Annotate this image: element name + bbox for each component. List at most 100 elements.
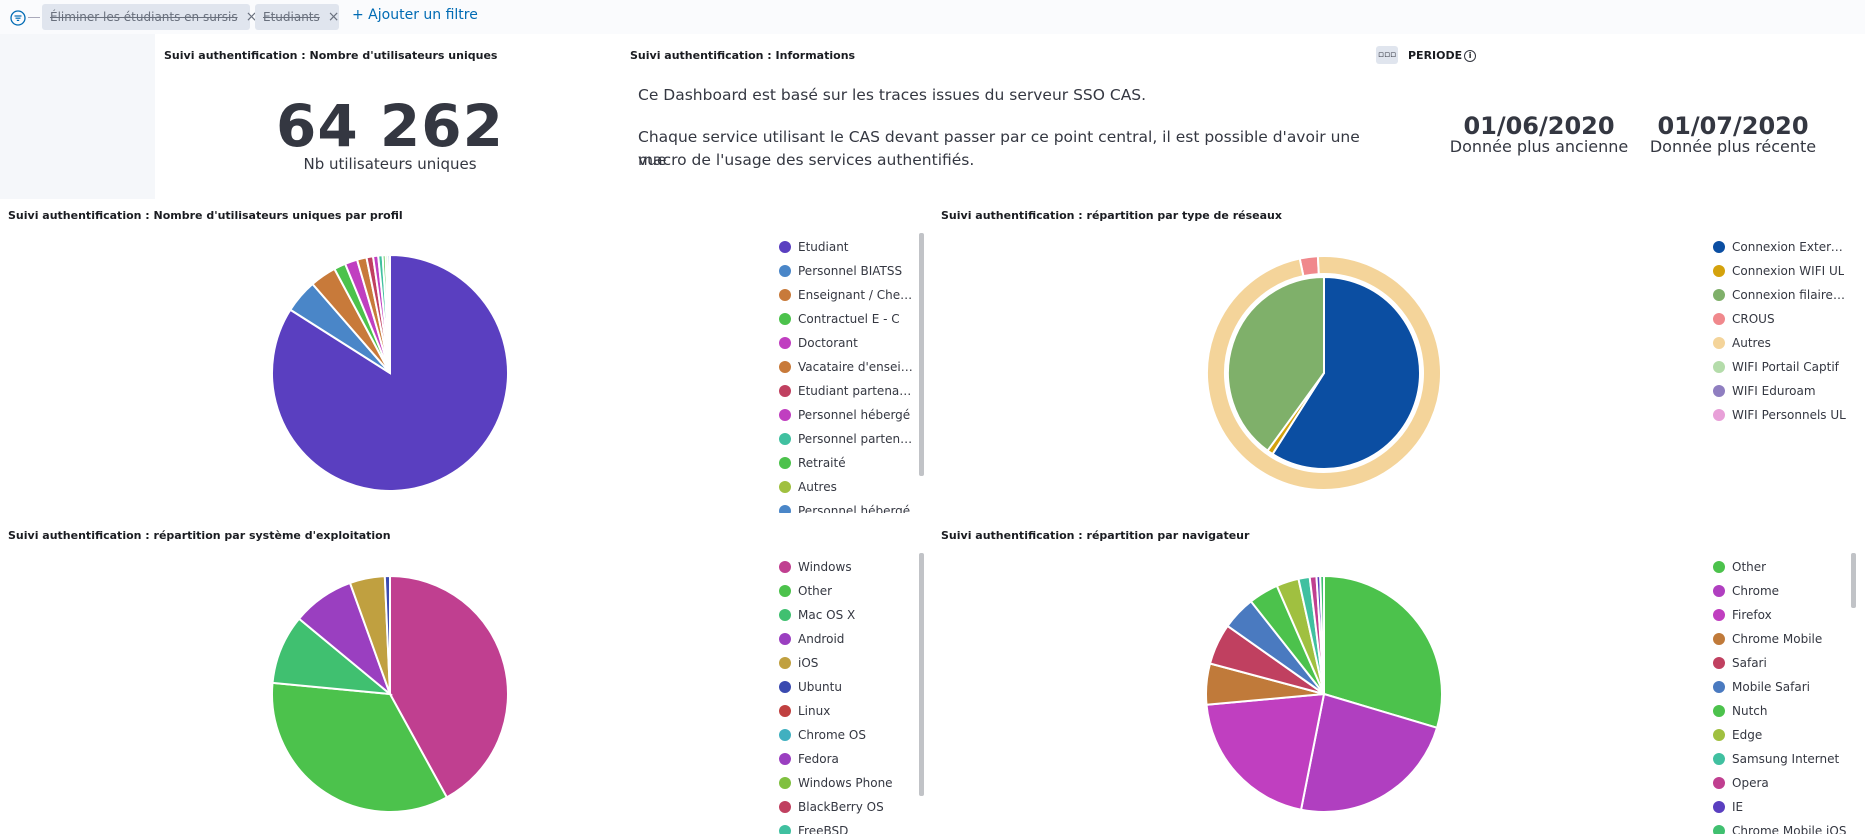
legend-item[interactable]: Personnel partenaire: [779, 431, 914, 447]
legend-item[interactable]: Fedora: [779, 751, 839, 767]
legend-color-dot: [779, 705, 791, 717]
legend-label: Doctorant: [798, 336, 858, 350]
legend-item[interactable]: Contractuel E - C: [779, 311, 900, 327]
legend-label: iOS: [798, 656, 819, 670]
legend-item[interactable]: Windows Phone: [779, 775, 893, 791]
legend-item[interactable]: WIFI Eduroam: [1713, 383, 1816, 399]
legend-label: Connexion Externe ...: [1732, 240, 1848, 254]
legend-item[interactable]: Connexion Externe ...: [1713, 239, 1848, 255]
pie-nav-slice[interactable]: [1323, 574, 1443, 730]
pie-nav-slice[interactable]: [1299, 692, 1439, 813]
legend-item[interactable]: Firefox: [1713, 607, 1772, 623]
add-filter-link[interactable]: + Ajouter un filtre: [352, 7, 478, 23]
legend-color-dot: [1713, 633, 1725, 645]
legend-item[interactable]: Windows: [779, 559, 852, 575]
pie-reseaux-slice[interactable]: [1227, 275, 1325, 453]
legend-label: Connexion filaire UL: [1732, 288, 1848, 302]
info-text-line3: macro de l'usage des services authentifi…: [638, 151, 975, 169]
legend-item[interactable]: WIFI Personnels UL: [1713, 407, 1846, 423]
info-icon[interactable]: i: [1464, 50, 1477, 62]
legend-label: Nutch: [1732, 704, 1768, 718]
info-text-line1: Ce Dashboard est basé sur les traces iss…: [638, 86, 1147, 104]
legend-item[interactable]: BlackBerry OS: [779, 799, 884, 815]
filter-pill-label: Éliminer les étudiants en sursis: [50, 10, 238, 24]
legend-label: Autres: [798, 480, 837, 494]
legend-color-dot: [779, 481, 791, 493]
legend-item[interactable]: Opera: [1713, 775, 1769, 791]
legend-item[interactable]: Chrome OS: [779, 727, 866, 743]
panel-options-button[interactable]: ▫▫▫: [1376, 46, 1398, 64]
legend-color-dot: [779, 505, 791, 513]
legend-item[interactable]: WIFI Portail Captif: [1713, 359, 1839, 375]
legend-label: Mac OS X: [798, 608, 856, 622]
pie-os-slice[interactable]: [271, 681, 449, 813]
close-icon[interactable]: ×: [327, 9, 340, 25]
legend-color-dot: [779, 609, 791, 621]
filter-divider: [28, 17, 40, 18]
pie-reseaux-slice[interactable]: [1271, 275, 1421, 470]
legend-item[interactable]: Etudiant partenaire: [779, 383, 914, 399]
legend-item[interactable]: Nutch: [1713, 703, 1768, 719]
legend-color-dot: [779, 313, 791, 325]
filter-menu-icon[interactable]: [10, 10, 26, 26]
legend-item[interactable]: Enseignant / Cherc...: [779, 287, 914, 303]
legend-item[interactable]: Chrome Mobile iOS: [1713, 823, 1846, 834]
legend-item[interactable]: Android: [779, 631, 844, 647]
legend-item[interactable]: Personnel hébergé: [779, 407, 910, 423]
legend-item[interactable]: Samsung Internet: [1713, 751, 1839, 767]
legend-item[interactable]: Linux: [779, 703, 830, 719]
legend-item[interactable]: Connexion filaire UL: [1713, 287, 1848, 303]
legend-item[interactable]: Ubuntu: [779, 679, 842, 695]
legend-item[interactable]: CROUS: [1713, 311, 1775, 327]
legend-item[interactable]: Etudiant: [779, 239, 849, 255]
legend-item[interactable]: Personnel hébergé: [779, 503, 910, 513]
legend-item[interactable]: Safari: [1713, 655, 1767, 671]
legend-color-dot: [779, 681, 791, 693]
legend-label: Windows: [798, 560, 852, 574]
legend-item[interactable]: Mobile Safari: [1713, 679, 1810, 695]
legend-item[interactable]: Other: [1713, 559, 1766, 575]
legend-item[interactable]: Doctorant: [779, 335, 858, 351]
filter-pill-sursis[interactable]: Éliminer les étudiants en sursis ×: [42, 4, 257, 30]
legend-scrollbar[interactable]: [919, 553, 924, 796]
filter-pill-etudiants[interactable]: Etudiants ×: [255, 4, 340, 30]
legend-item[interactable]: Chrome: [1713, 583, 1779, 599]
legend-color-dot: [779, 265, 791, 277]
filter-pill-label: Etudiants: [263, 10, 320, 24]
legend-color-dot: [1713, 729, 1725, 741]
pie-os-slice[interactable]: [389, 574, 509, 799]
legend-item[interactable]: Connexion WIFI UL: [1713, 263, 1844, 279]
pie-nav-slice[interactable]: [1319, 574, 1325, 695]
legend-item[interactable]: Other: [779, 583, 832, 599]
legend-item[interactable]: Autres: [779, 479, 837, 495]
legend-item[interactable]: Personnel BIATSS: [779, 263, 902, 279]
pie-os-slice[interactable]: [383, 574, 391, 695]
legend-item[interactable]: FreeBSD: [779, 823, 848, 834]
legend-label: Linux: [798, 704, 831, 718]
pie-nav-slice[interactable]: [1205, 692, 1326, 811]
pie-profil-slice[interactable]: [386, 253, 391, 374]
legend-item[interactable]: Edge: [1713, 727, 1762, 743]
legend-item[interactable]: Mac OS X: [779, 607, 855, 623]
legend-color-dot: [779, 457, 791, 469]
legend-scrollbar[interactable]: [1851, 553, 1856, 608]
legend-item[interactable]: Vacataire d'enseig...: [779, 359, 914, 375]
legend-color-dot: [1713, 705, 1725, 717]
legend-item[interactable]: Retraité: [779, 455, 846, 471]
legend-item[interactable]: IE: [1713, 799, 1743, 815]
metric-label: Nb utilisateurs uniques: [303, 155, 477, 173]
pie-reseaux-ring-slice[interactable]: [1206, 255, 1442, 491]
legend-item[interactable]: Autres: [1713, 335, 1771, 351]
legend-label: Personnel hébergé: [798, 504, 911, 513]
legend-item[interactable]: iOS: [779, 655, 818, 671]
legend-color-dot: [779, 777, 791, 789]
legend-scrollbar[interactable]: [919, 233, 924, 476]
newest-date-label: Donnée plus récente: [1649, 137, 1817, 156]
legend-color-dot: [1713, 313, 1725, 325]
legend-label: Edge: [1732, 728, 1763, 742]
close-icon[interactable]: ×: [245, 9, 258, 25]
legend-item[interactable]: Chrome Mobile: [1713, 631, 1822, 647]
legend-color-dot: [779, 729, 791, 741]
legend-color-dot: [779, 753, 791, 765]
